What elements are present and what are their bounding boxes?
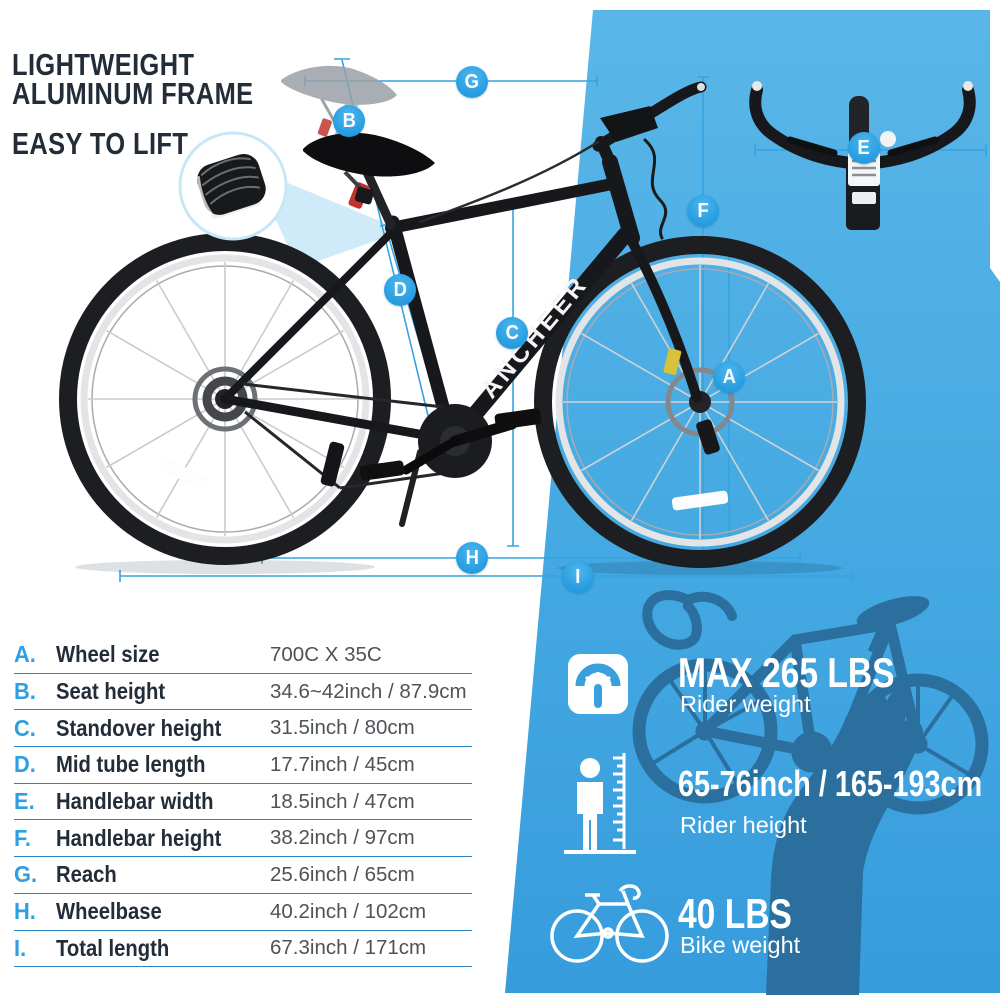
spec-value: 40.2inch / 102cm (270, 899, 427, 923)
spec-name: Wheelbase (56, 898, 162, 925)
headline-line1: LIGHTWEIGHT (12, 47, 195, 82)
lifting-bike-silhouette (632, 590, 989, 995)
saddle (303, 132, 435, 205)
marker-E: E (848, 132, 880, 164)
spec-value: 34.6~42inch / 87.9cm (270, 679, 467, 703)
spec-name: Reach (56, 861, 117, 888)
spec-row-wheel-size: A. Wheel size 700C X 35C (14, 637, 472, 674)
spec-name: Seat height (56, 678, 166, 705)
rider-weight-value: MAX 265 LBS (678, 649, 895, 696)
spec-row-handlebar-height: F. Handlebar height 38.2inch / 97cm (14, 820, 472, 858)
spec-row-total-length: I. Total length 67.3inch / 171cm (14, 931, 472, 968)
marker-A: A (713, 361, 745, 393)
spec-name: Wheel size (56, 641, 160, 668)
drivetrain (242, 382, 542, 527)
spec-table: A. Wheel size 700C X 35C B. Seat height … (14, 637, 472, 968)
bar-end-cap (697, 83, 705, 91)
marker-I: I (562, 561, 594, 593)
spec-row-reach: G. Reach 25.6inch / 65cm (14, 857, 472, 894)
spec-name: Mid tube length (56, 751, 206, 778)
spec-letter: B. (14, 678, 36, 705)
spec-name: Total length (56, 934, 170, 961)
spec-name: Standover height (56, 714, 222, 741)
spec-letter: H. (14, 898, 36, 925)
bike-weight-icon (550, 884, 669, 963)
spec-value: 67.3inch / 171cm (270, 936, 427, 960)
spec-value: 38.2inch / 97cm (270, 826, 415, 850)
spec-name: Handlebar width (56, 788, 214, 815)
spec-name: Handlebar height (56, 824, 222, 851)
spec-letter: E. (14, 788, 35, 815)
scale-icon (568, 654, 628, 714)
bike-weight-caption: Bike weight (680, 932, 801, 958)
spec-value: 25.6inch / 65cm (270, 862, 415, 886)
marker-D: D (384, 274, 416, 306)
marker-F: F (687, 195, 719, 227)
spec-letter: D. (14, 751, 36, 778)
spec-row-mid-tube-length: D. Mid tube length 17.7inch / 45cm (14, 747, 472, 784)
marker-B: B (333, 105, 365, 137)
spec-letter: A. (14, 641, 36, 668)
spec-value: 17.7inch / 45cm (270, 752, 415, 776)
headline-line2: ALUMINUM FRAME (12, 76, 254, 111)
rider-height-icon (564, 753, 636, 854)
frame-tube-inset (178, 131, 288, 241)
spec-row-wheelbase: H. Wheelbase 40.2inch / 102cm (14, 894, 472, 931)
spec-row-seat-height: B. Seat height 34.6~42inch / 87.9cm (14, 674, 472, 711)
front-wheel (534, 236, 866, 568)
spec-value: 31.5inch / 80cm (270, 716, 415, 740)
rider-weight-caption: Rider weight (680, 691, 811, 717)
spec-letter: C. (14, 714, 36, 741)
headline: LIGHTWEIGHT ALUMINUM FRAME EASY TO LIFT (12, 47, 307, 161)
spec-value: 700C X 35C (270, 642, 382, 666)
spec-letter: F. (14, 824, 31, 851)
marker-G: G (456, 66, 488, 98)
fork-sticker (663, 348, 682, 375)
rider-height-caption: Rider height (680, 812, 807, 838)
headline-line3: EASY TO LIFT (12, 126, 189, 161)
rider-height-value: 65-76inch / 165-193cm (678, 763, 983, 804)
marker-H: H (456, 542, 488, 574)
brake-lever (600, 106, 658, 142)
rear-wheel-shadow (75, 560, 375, 574)
inset-beam (252, 168, 404, 268)
spec-value: 18.5inch / 47cm (270, 789, 415, 813)
spec-letter: I. (14, 934, 27, 961)
spec-letter: G. (14, 861, 38, 888)
spec-row-handlebar-width: E. Handlebar width 18.5inch / 47cm (14, 784, 472, 821)
marker-C: C (496, 317, 528, 349)
bike-weight-value: 40 LBS (678, 890, 792, 937)
frame (220, 81, 707, 447)
spec-row-standover-height: C. Standover height 31.5inch / 80cm (14, 710, 472, 748)
